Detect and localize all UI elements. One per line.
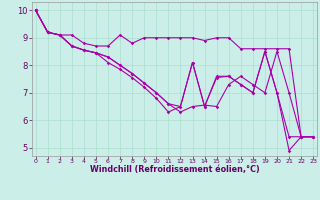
X-axis label: Windchill (Refroidissement éolien,°C): Windchill (Refroidissement éolien,°C) (90, 165, 259, 174)
